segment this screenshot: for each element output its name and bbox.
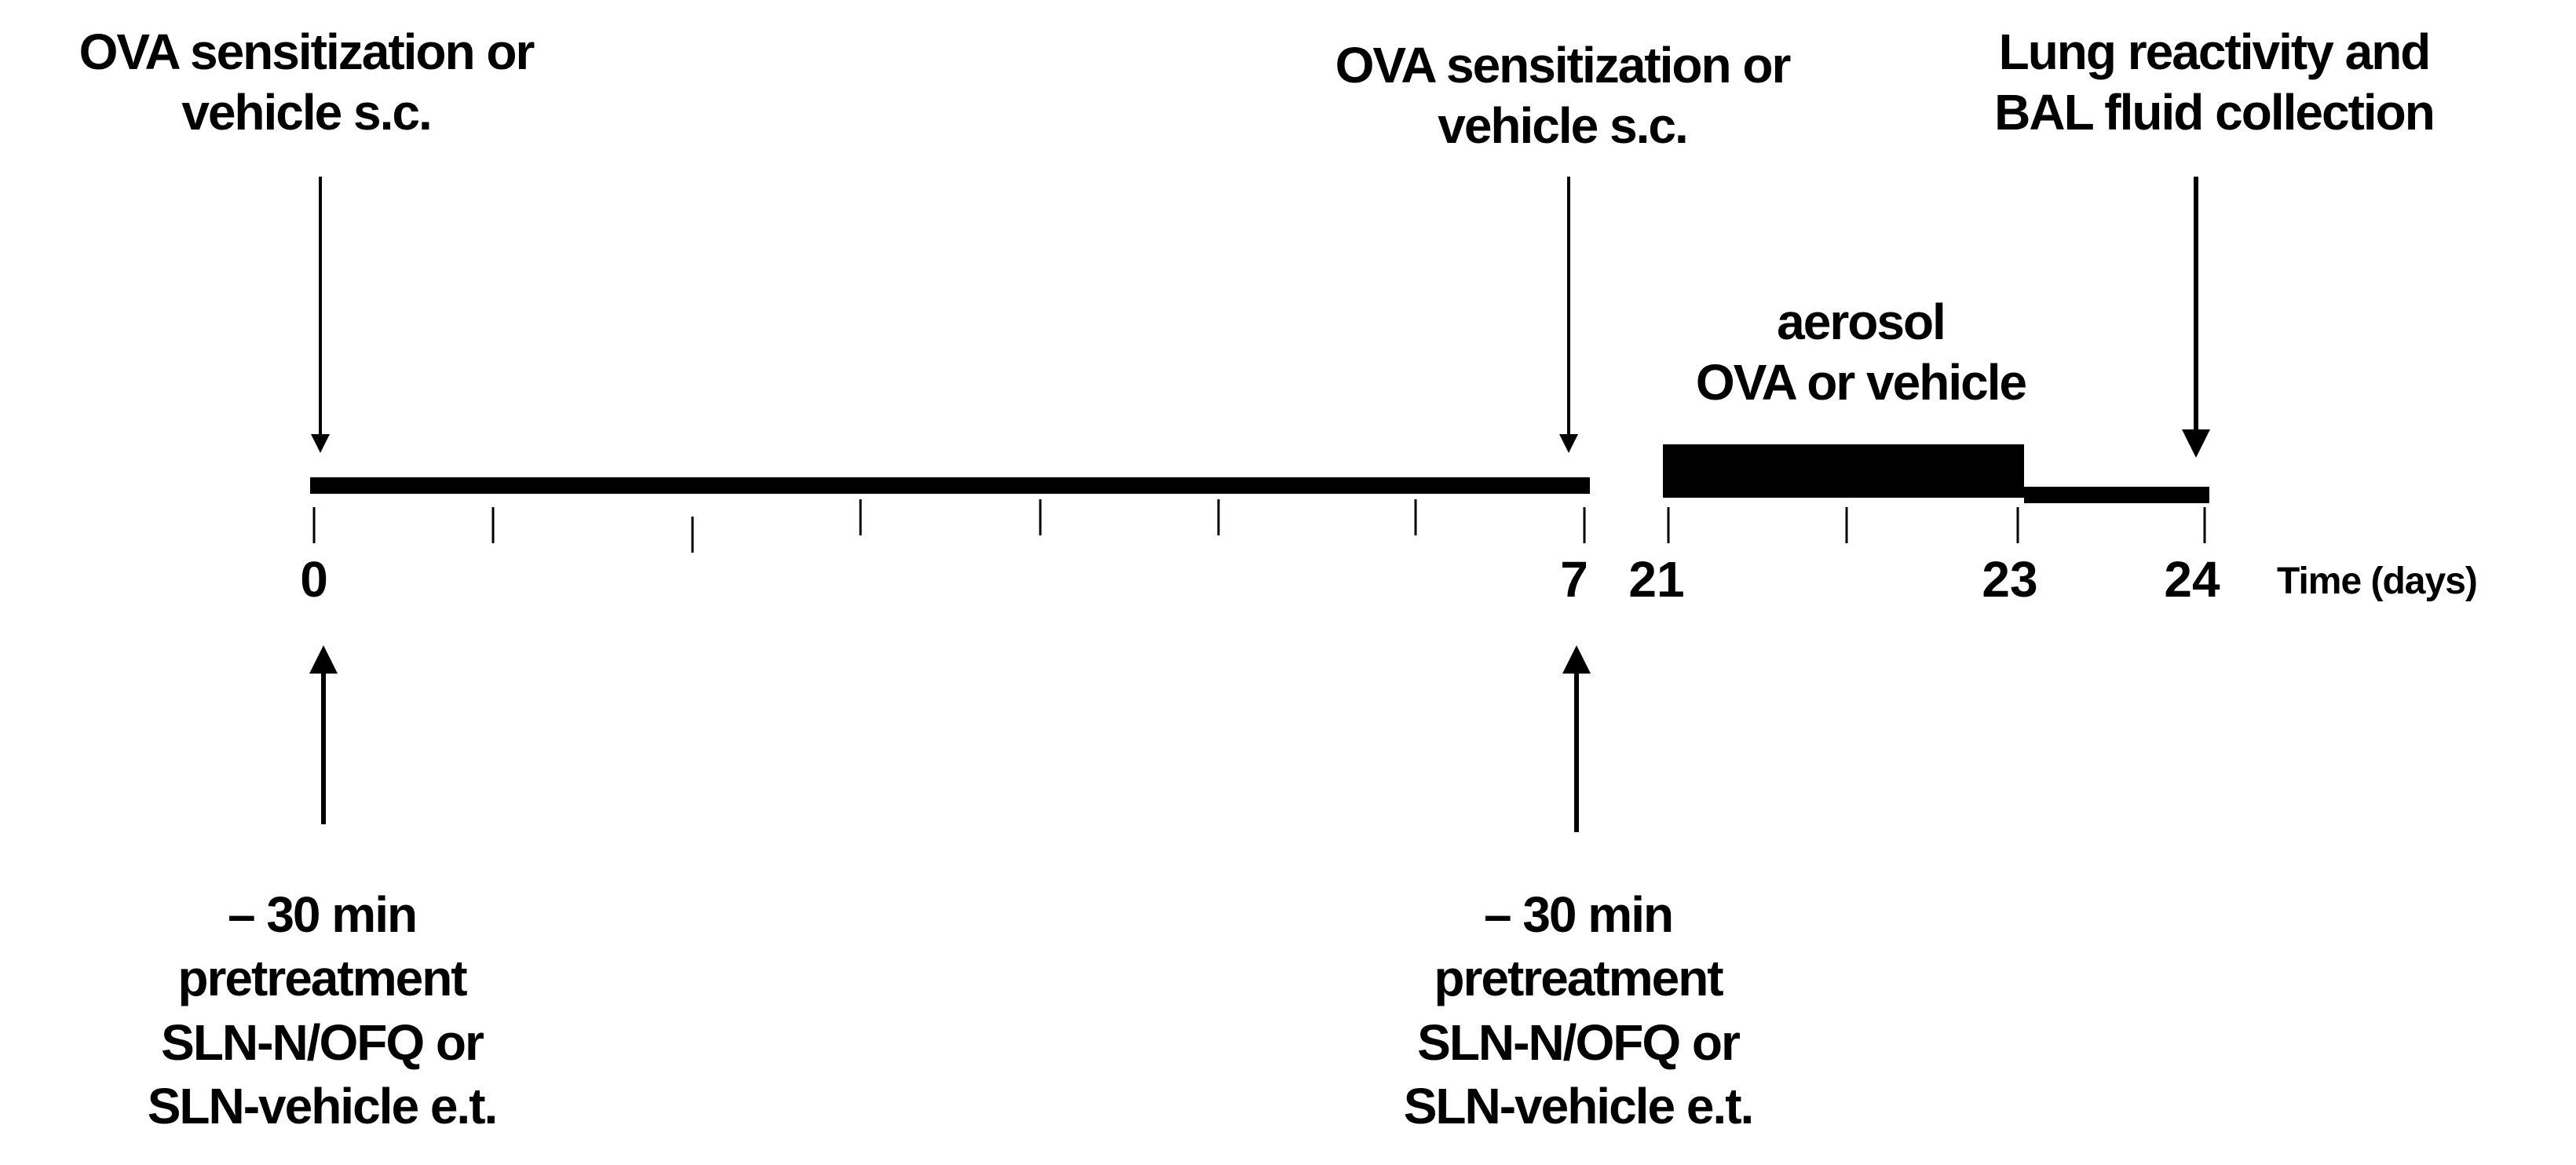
bottom-event-day7-line2: pretreatment <box>1434 950 1723 1007</box>
bottom-event-day0-line1: – 30 min <box>227 886 418 943</box>
top-event-day0-line1: OVA sensitization or <box>79 24 535 80</box>
top-event-day24-line1: Lung reactivity and <box>1998 24 2432 80</box>
bottom-event-day0-line3: SLN-N/OFQ or <box>161 1013 484 1071</box>
aerosol-label-line1: aerosol <box>1777 294 1946 350</box>
bottom-event-day7-line1: – 30 min <box>1483 886 1674 943</box>
tick-label-day7: 7 <box>1560 551 1588 608</box>
bottom-event-day0-line2: pretreatment <box>177 950 467 1007</box>
timeline-bar-post-challenge <box>2024 487 2209 503</box>
top-event-day0-line2: vehicle s.c. <box>181 83 433 141</box>
tick-label-day0: 0 <box>300 551 328 608</box>
tick-label-day24: 24 <box>2164 551 2220 608</box>
top-event-day7-line2: vehicle s.c. <box>1438 97 1689 154</box>
top-event-day7-line1: OVA sensitization or <box>1335 37 1792 93</box>
top-event-day24: Lung reactivity and BAL fluid collection <box>1892 22 2536 143</box>
top-event-day24-line2: BAL fluid collection <box>1994 83 2435 141</box>
bottom-event-day0: – 30 min pretreatment SLN-N/OFQ or SLN-v… <box>63 883 581 1138</box>
tick-label-day23: 23 <box>1982 551 2038 608</box>
bottom-event-day0-line4: SLN-vehicle e.t. <box>147 1077 499 1134</box>
tick-label-day21: 21 <box>1628 551 1685 608</box>
top-event-day7: OVA sensitization or vehicle s.c. <box>1225 35 1900 156</box>
bottom-event-day7-line4: SLN-vehicle e.t. <box>1403 1077 1755 1134</box>
axis-label-time: Time (days) <box>2277 561 2478 602</box>
aerosol-label-line2: OVA or vehicle <box>1695 353 2027 411</box>
bottom-event-day7: – 30 min pretreatment SLN-N/OFQ or SLN-v… <box>1319 883 1837 1138</box>
bottom-event-day7-line3: SLN-N/OFQ or <box>1417 1013 1741 1071</box>
top-event-day0: OVA sensitization or vehicle s.c. <box>0 22 612 143</box>
aerosol-block <box>1663 444 2024 498</box>
aerosol-label: aerosol OVA or vehicle <box>1641 292 2081 413</box>
timeline-bar-sensitization <box>310 477 1590 494</box>
tick-marks <box>312 499 2206 553</box>
